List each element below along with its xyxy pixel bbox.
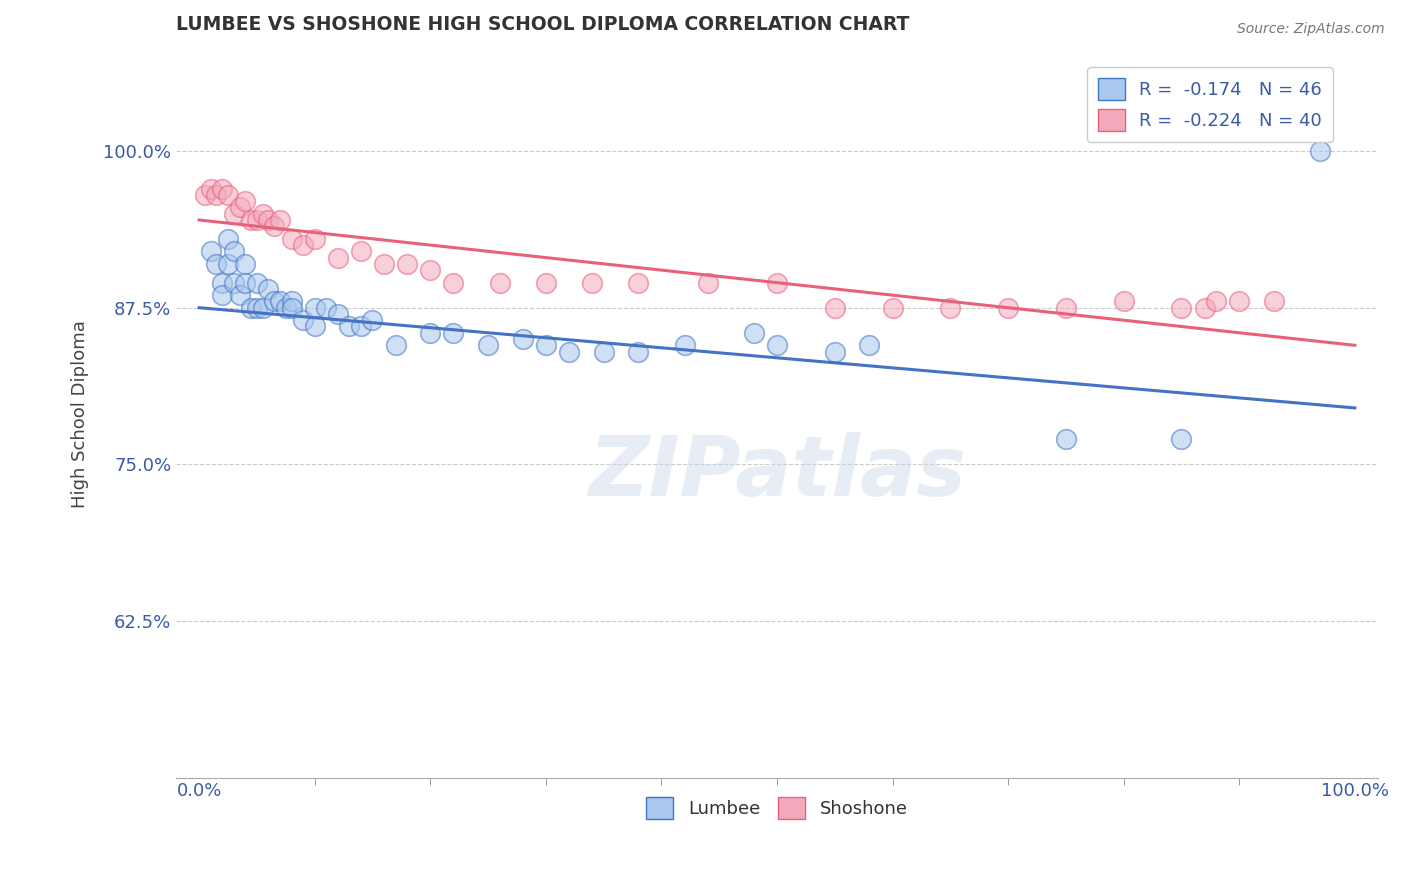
Point: [1263, 294, 1285, 309]
Point: [1112, 294, 1135, 309]
Point: [200, 182, 222, 196]
Point: [1170, 432, 1192, 446]
Point: [558, 344, 581, 359]
Point: [217, 188, 239, 202]
Point: [673, 338, 696, 352]
Point: [627, 344, 650, 359]
Point: [581, 276, 603, 290]
Point: [252, 301, 274, 315]
Point: [384, 338, 406, 352]
Point: [824, 301, 846, 315]
Point: [228, 288, 250, 302]
Point: [337, 319, 360, 334]
Point: [766, 338, 789, 352]
Point: [304, 319, 326, 334]
Point: [205, 188, 228, 202]
Point: [350, 244, 373, 259]
Point: [997, 301, 1019, 315]
Point: [824, 344, 846, 359]
Point: [1170, 301, 1192, 315]
Point: [217, 257, 239, 271]
Point: [441, 326, 464, 340]
Point: [280, 301, 302, 315]
Point: [419, 263, 441, 277]
Point: [211, 288, 233, 302]
Point: [292, 238, 315, 252]
Point: [326, 251, 349, 265]
Point: [257, 282, 280, 296]
Point: [315, 301, 337, 315]
Point: [233, 276, 256, 290]
Point: [534, 338, 557, 352]
Point: [228, 201, 250, 215]
Point: [361, 313, 384, 327]
Point: [1054, 432, 1077, 446]
Point: [696, 276, 718, 290]
Point: [441, 276, 464, 290]
Point: [742, 326, 765, 340]
Point: [326, 307, 349, 321]
Point: [200, 244, 222, 259]
Point: [766, 276, 789, 290]
Point: [396, 257, 419, 271]
Point: [269, 213, 291, 227]
Point: [240, 213, 263, 227]
Point: [350, 319, 373, 334]
Point: [233, 194, 256, 209]
Point: [257, 213, 280, 227]
Point: [419, 326, 441, 340]
Point: [246, 213, 269, 227]
Point: [217, 232, 239, 246]
Point: [373, 257, 395, 271]
Point: [1309, 144, 1331, 158]
Text: Source: ZipAtlas.com: Source: ZipAtlas.com: [1237, 22, 1385, 37]
Point: [246, 276, 269, 290]
Point: [274, 301, 297, 315]
Point: [1054, 301, 1077, 315]
Point: [304, 301, 326, 315]
Point: [488, 276, 510, 290]
Point: [269, 294, 291, 309]
Point: [1205, 294, 1227, 309]
Text: ZIPatlas: ZIPatlas: [588, 432, 966, 513]
Legend: Lumbee, Shoshone: Lumbee, Shoshone: [640, 790, 915, 827]
Point: [211, 182, 233, 196]
Point: [194, 188, 217, 202]
Point: [292, 313, 315, 327]
Point: [280, 294, 302, 309]
Point: [252, 207, 274, 221]
Text: LUMBEE VS SHOSHONE HIGH SCHOOL DIPLOMA CORRELATION CHART: LUMBEE VS SHOSHONE HIGH SCHOOL DIPLOMA C…: [176, 15, 910, 34]
Point: [512, 332, 534, 346]
Point: [304, 232, 326, 246]
Point: [858, 338, 880, 352]
Point: [477, 338, 499, 352]
Y-axis label: High School Diploma: High School Diploma: [72, 320, 89, 508]
Point: [211, 276, 233, 290]
Point: [222, 244, 245, 259]
Point: [280, 232, 302, 246]
Point: [882, 301, 904, 315]
Point: [222, 276, 245, 290]
Point: [222, 207, 245, 221]
Point: [233, 257, 256, 271]
Point: [592, 344, 614, 359]
Point: [263, 219, 285, 234]
Point: [240, 301, 263, 315]
Point: [534, 276, 557, 290]
Point: [1194, 301, 1216, 315]
Point: [246, 301, 269, 315]
Point: [1227, 294, 1250, 309]
Point: [263, 294, 285, 309]
Point: [627, 276, 650, 290]
Point: [205, 257, 228, 271]
Point: [939, 301, 962, 315]
